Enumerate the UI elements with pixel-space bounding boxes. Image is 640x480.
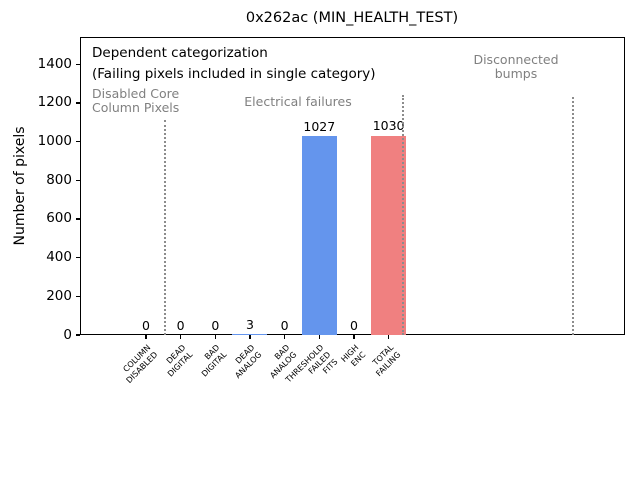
bar (371, 135, 407, 335)
y-axis-tick-mark (76, 140, 80, 143)
bar-value-label: 0 (280, 317, 289, 333)
section-annotation-label: Disconnected bumps (473, 52, 559, 81)
y-axis-tick-label: 1200 (37, 94, 72, 111)
y-axis-tick-label: 200 (46, 287, 72, 304)
y-axis-tick-label: 600 (46, 210, 72, 227)
y-axis-tick-mark (76, 256, 80, 259)
chart-title: 0x262ac (MIN_HEALTH_TEST) (0, 10, 640, 26)
section-separator-line (572, 97, 574, 335)
annotation-note-line-2: (Failing pixels included in single categ… (92, 66, 376, 82)
section-annotation-label: Disabled Core Column Pixels (92, 86, 180, 115)
plot-area (80, 37, 625, 335)
bar-value-label: 1027 (303, 118, 336, 134)
x-axis-tick-mark (353, 335, 355, 339)
y-axis-tick-label: 1000 (37, 133, 72, 150)
y-axis-tick-label: 800 (46, 171, 72, 188)
y-axis-tick-mark (76, 179, 80, 181)
chart-title-text: 0x262ac (MIN_HEALTH_TEST) (245, 10, 459, 26)
bar-value-label: 0 (176, 317, 185, 333)
bar-value-label: 0 (211, 317, 220, 333)
bar-value-label: 0 (142, 317, 150, 333)
x-axis-tick-mark (214, 335, 216, 339)
bar (232, 333, 268, 335)
x-axis-tick-mark (249, 335, 251, 339)
section-annotation-label: Electrical failures (244, 94, 352, 109)
y-axis-tick-mark (76, 295, 80, 297)
bar-value-label: 3 (245, 316, 254, 332)
x-axis-tick-mark (318, 335, 320, 339)
x-axis-tick-mark (387, 335, 390, 339)
y-axis-tick-mark (76, 102, 80, 104)
x-axis-tick-mark (180, 335, 182, 339)
bar-value-label: 1030 (372, 118, 405, 134)
x-axis-tick-mark (145, 335, 147, 339)
y-axis-tick-mark (76, 218, 80, 220)
y-axis-tick-label: 0 (63, 326, 72, 343)
x-axis-tick-mark (283, 335, 286, 339)
y-axis-tick-label: 400 (46, 249, 72, 266)
y-axis-tick-mark (76, 334, 80, 336)
annotation-note-line-1: Dependent categorization (92, 45, 268, 61)
bar (301, 136, 337, 335)
y-axis-tick-mark (76, 63, 80, 65)
bar-value-label: 0 (349, 317, 358, 333)
section-separator-line (164, 120, 166, 335)
section-separator-line (402, 95, 404, 335)
y-axis-tick-label: 1400 (37, 55, 72, 72)
